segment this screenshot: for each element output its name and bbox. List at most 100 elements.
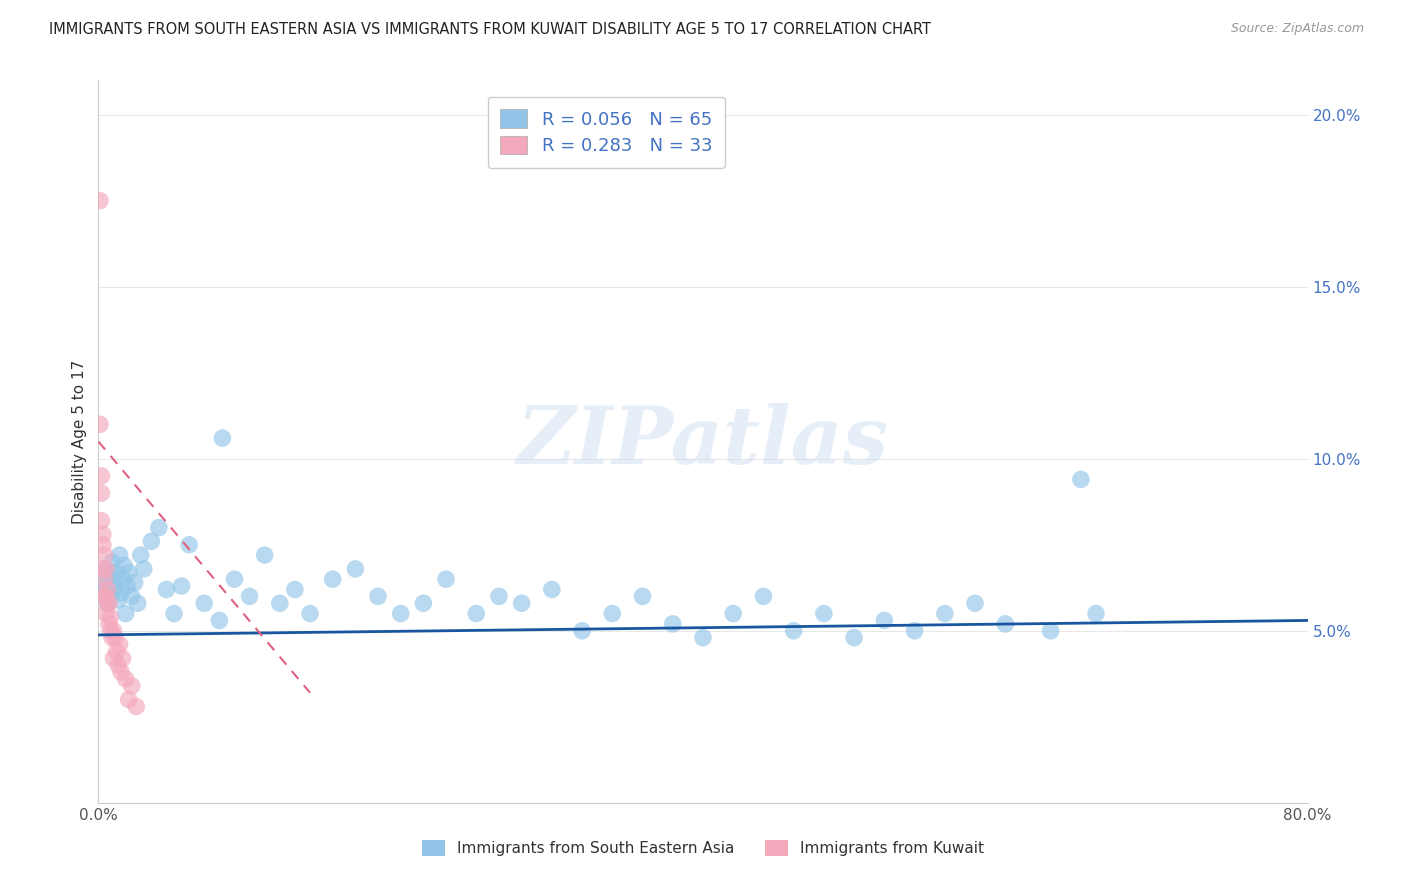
Point [121, 679, 143, 693]
Point [110, 665, 132, 679]
Point [934, 607, 956, 621]
Point [127, 596, 149, 610]
Point [101, 631, 124, 645]
Point [299, 607, 322, 621]
Point [540, 582, 562, 597]
Point [94, 562, 117, 576]
Point [93, 548, 115, 562]
Point [239, 590, 262, 604]
Point [125, 699, 148, 714]
Point [110, 586, 132, 600]
Point [90, 514, 112, 528]
Point [90, 486, 112, 500]
Point [132, 562, 155, 576]
Point [211, 431, 233, 445]
Point [412, 596, 434, 610]
Point [692, 631, 714, 645]
Point [1039, 624, 1062, 638]
Point [114, 672, 136, 686]
Point [107, 592, 129, 607]
Point [118, 566, 141, 580]
Point [111, 572, 134, 586]
Point [193, 596, 215, 610]
Point [269, 596, 291, 610]
Point [103, 624, 125, 638]
Point [224, 572, 246, 586]
Point [98, 568, 121, 582]
Point [510, 596, 533, 610]
Y-axis label: Disability Age 5 to 17: Disability Age 5 to 17 [72, 359, 87, 524]
Point [108, 638, 131, 652]
Text: Source: ZipAtlas.com: Source: ZipAtlas.com [1230, 22, 1364, 36]
Point [488, 590, 510, 604]
Point [104, 579, 127, 593]
Point [90, 469, 112, 483]
Point [91, 538, 114, 552]
Point [1070, 472, 1092, 486]
Point [100, 590, 122, 604]
Point [118, 692, 141, 706]
Point [91, 527, 114, 541]
Point [904, 624, 927, 638]
Point [96, 596, 118, 610]
Point [121, 590, 143, 604]
Text: ZIPatlas: ZIPatlas [517, 403, 889, 480]
Point [752, 590, 775, 604]
Point [602, 607, 624, 621]
Point [873, 614, 896, 628]
Point [434, 572, 457, 586]
Point [112, 558, 135, 573]
Point [98, 616, 121, 631]
Point [96, 582, 118, 597]
Point [100, 624, 122, 638]
Point [965, 596, 987, 610]
Point [108, 548, 131, 562]
Point [253, 548, 276, 562]
Point [105, 644, 128, 658]
Point [94, 562, 117, 576]
Point [631, 590, 654, 604]
Point [1085, 607, 1108, 621]
Point [94, 607, 117, 621]
Point [129, 548, 152, 562]
Point [322, 572, 344, 586]
Point [284, 582, 307, 597]
Point [107, 658, 129, 673]
Point [89, 194, 111, 208]
Point [105, 566, 128, 580]
Point [104, 631, 127, 645]
Point [179, 538, 201, 552]
Point [170, 579, 193, 593]
Point [101, 555, 124, 569]
Point [813, 607, 835, 621]
Point [141, 534, 163, 549]
Point [96, 596, 118, 610]
Point [91, 575, 114, 590]
Point [208, 614, 231, 628]
Point [89, 417, 111, 432]
Point [91, 562, 114, 576]
Point [389, 607, 412, 621]
Point [115, 579, 138, 593]
Point [155, 582, 177, 597]
Legend: Immigrants from South Eastern Asia, Immigrants from Kuwait: Immigrants from South Eastern Asia, Immi… [415, 832, 991, 863]
Point [124, 575, 146, 590]
Point [344, 562, 367, 576]
Point [103, 572, 125, 586]
Point [661, 616, 683, 631]
Text: IMMIGRANTS FROM SOUTH EASTERN ASIA VS IMMIGRANTS FROM KUWAIT DISABILITY AGE 5 TO: IMMIGRANTS FROM SOUTH EASTERN ASIA VS IM… [49, 22, 931, 37]
Point [783, 624, 806, 638]
Point [844, 631, 866, 645]
Point [111, 651, 134, 665]
Point [148, 520, 170, 534]
Point [94, 590, 117, 604]
Point [100, 610, 122, 624]
Point [103, 651, 125, 665]
Point [93, 582, 115, 597]
Point [114, 607, 136, 621]
Point [163, 607, 186, 621]
Point [571, 624, 593, 638]
Point [93, 590, 115, 604]
Point [98, 596, 121, 610]
Point [465, 607, 488, 621]
